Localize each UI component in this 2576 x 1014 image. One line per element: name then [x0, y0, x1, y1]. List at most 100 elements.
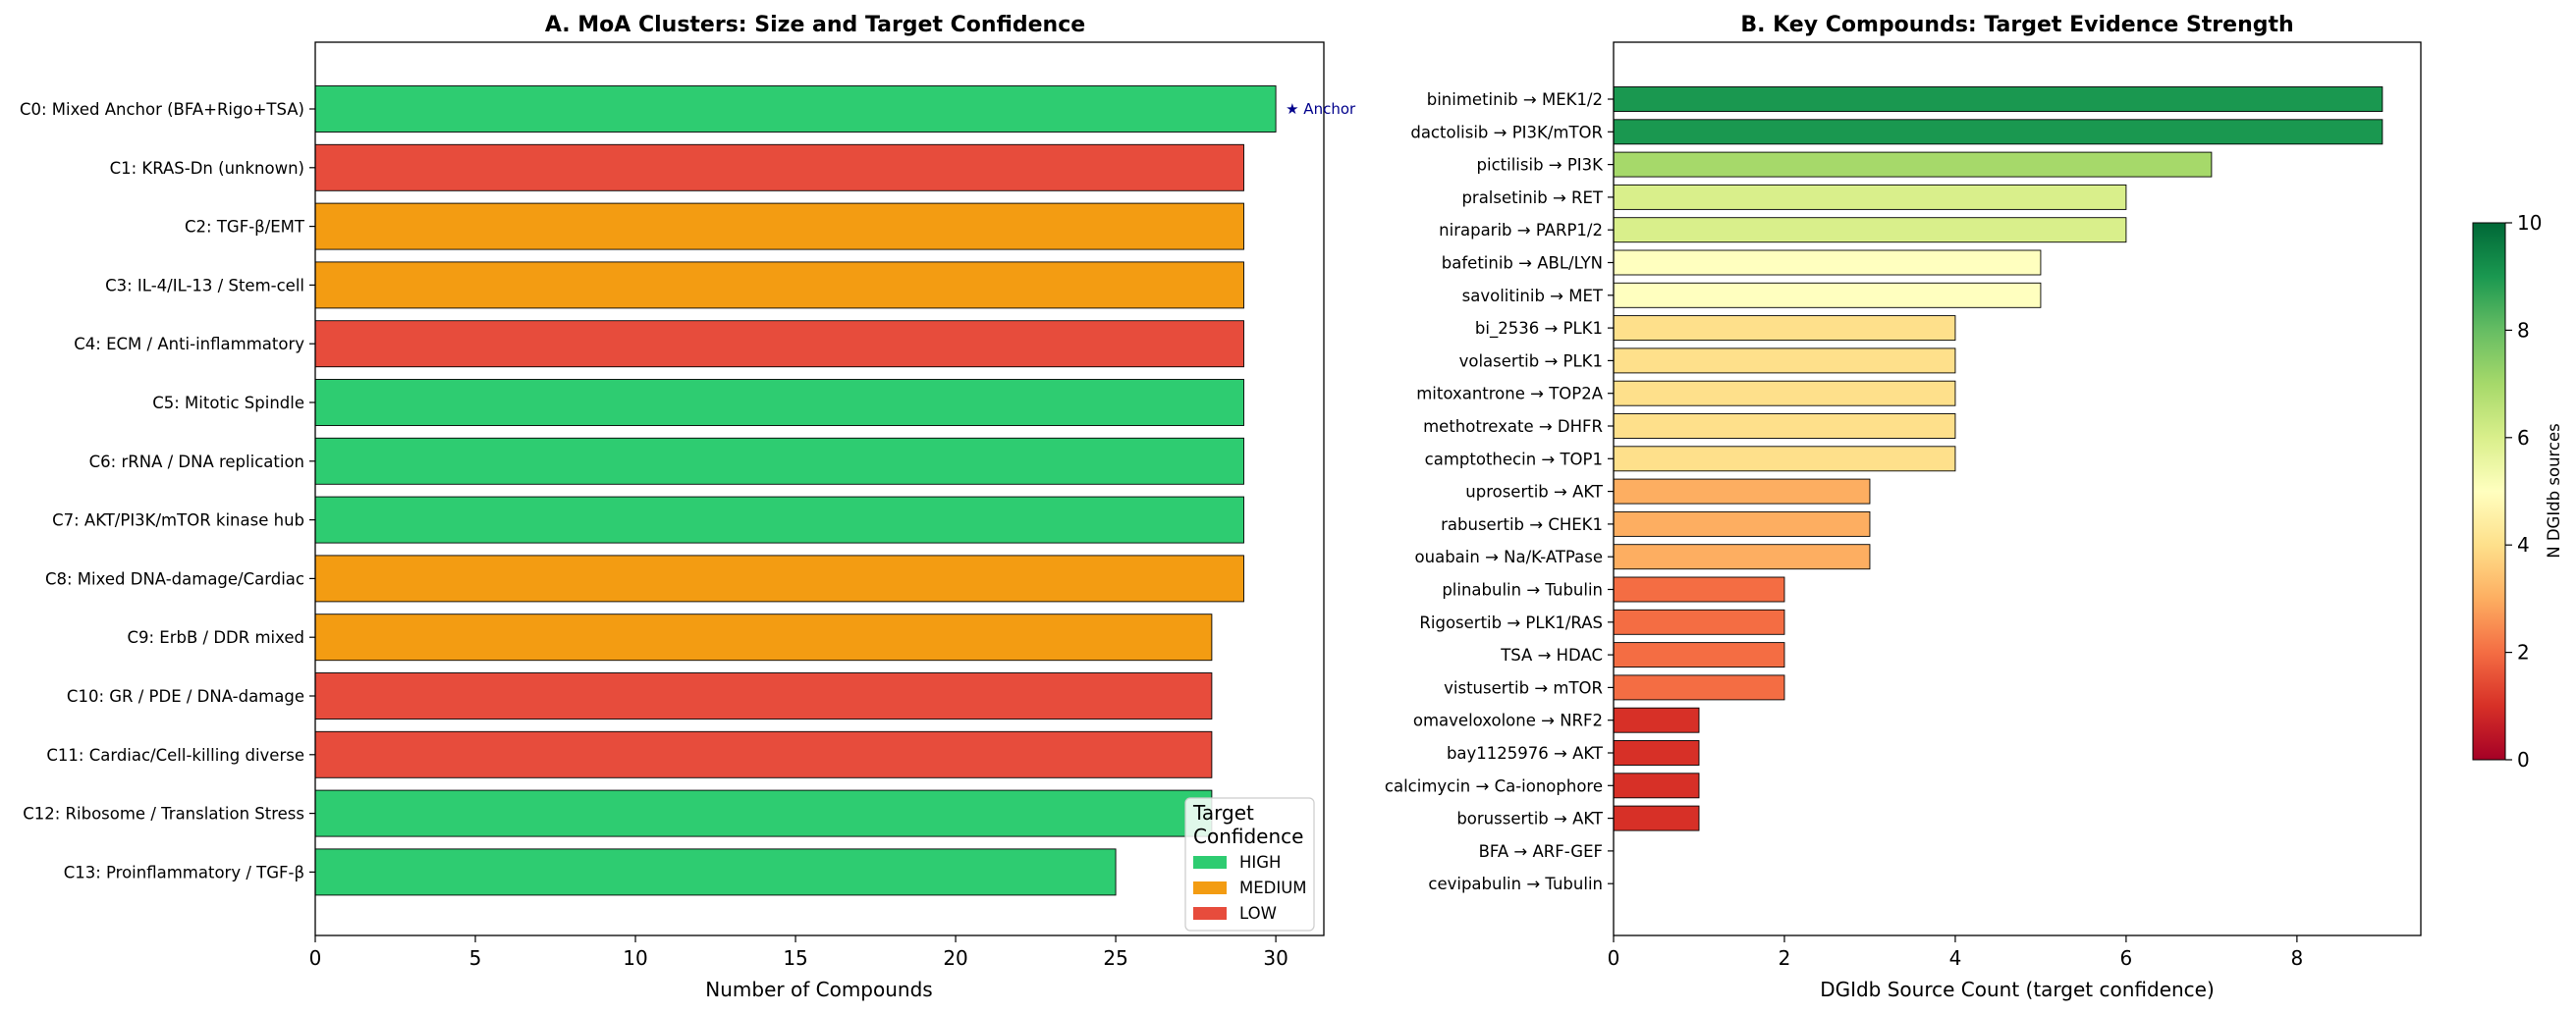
- cluster-bar: [314, 555, 1244, 603]
- colorbar-tick-label: 4: [2517, 533, 2530, 557]
- compound-label: vistusertib → mTOR: [1444, 678, 1603, 697]
- compound-bar: [1613, 642, 1785, 668]
- compound-bar: [1613, 315, 1956, 342]
- legend-label-high: HIGH: [1239, 853, 1281, 872]
- panel-a-cluster-chart: A. MoA Clusters: Size and Target Confide…: [20, 13, 1356, 1001]
- compound-label: camptothecin → TOP1: [1425, 450, 1603, 468]
- compound-label: plinabulin → Tubulin: [1442, 581, 1603, 600]
- x-tick-label: 5: [469, 946, 482, 970]
- compound-bar: [1613, 119, 2384, 145]
- compound-label: cevipabulin → Tubulin: [1428, 875, 1603, 893]
- compound-bar: [1613, 805, 1700, 831]
- x-tick-label: 20: [943, 946, 967, 970]
- x-tick-label: 10: [623, 946, 647, 970]
- compound-bar: [1613, 282, 2042, 308]
- cluster-label: C10: GR / PDE / DNA-damage: [67, 687, 304, 706]
- compound-label: volasertib → PLK1: [1459, 351, 1603, 370]
- cluster-label: C4: ECM / Anti-inflammatory: [74, 335, 304, 353]
- colorbar-tick-label: 6: [2517, 426, 2530, 450]
- x-tick-label: 25: [1103, 946, 1127, 970]
- compound-label: pralsetinib → RET: [1461, 188, 1603, 207]
- cluster-bar: [314, 261, 1244, 309]
- compound-bar: [1613, 217, 2127, 243]
- compound-label: dactolisib → PI3K/mTOR: [1410, 123, 1603, 141]
- colorbar-gradient: [2472, 222, 2506, 761]
- compound-label: bi_2536 → PLK1: [1475, 319, 1603, 339]
- cluster-bar: [314, 730, 1213, 778]
- colorbar-tick-label: 2: [2517, 641, 2530, 665]
- legend-swatch-high: [1193, 856, 1227, 869]
- anchor-annotation: ★ Anchor: [1286, 100, 1356, 118]
- compound-label: ouabain → Na/K-ATPase: [1415, 548, 1603, 566]
- x-tick-label: 2: [1779, 946, 1791, 970]
- compound-label: bay1125976 → AKT: [1447, 744, 1604, 763]
- colorbar-ticks: 0 2 4 6 8 10: [2505, 211, 2542, 772]
- panel-b-bars: [1613, 86, 2384, 831]
- compound-bar: [1613, 446, 1956, 472]
- cluster-bar: [314, 320, 1244, 368]
- cluster-bar: [314, 672, 1213, 720]
- compound-bar: [1613, 380, 1956, 406]
- compound-label: uprosertib → AKT: [1465, 483, 1604, 502]
- legend-title-line-2: Confidence: [1193, 825, 1303, 848]
- colorbar-tick-label: 10: [2517, 211, 2542, 235]
- compound-bar: [1613, 151, 2213, 178]
- compound-bar: [1613, 707, 1700, 733]
- colorbar-tick-label: 0: [2517, 748, 2530, 772]
- cluster-label: C13: Proinflammatory / TGF-β: [64, 863, 304, 881]
- panel-a-title: A. MoA Clusters: Size and Target Confide…: [545, 13, 1085, 37]
- compound-label: BFA → ARF-GEF: [1479, 842, 1603, 861]
- panel-b-x-axis-label: DGIdb Source Count (target confidence): [1820, 978, 2215, 1001]
- compound-bar: [1613, 674, 1785, 701]
- cluster-label: C2: TGF-β/EMT: [185, 218, 305, 237]
- compound-label: binimetinib → MEK1/2: [1427, 90, 1603, 109]
- colorbar-label: N DGIdb sources: [2545, 423, 2563, 559]
- x-tick-label: 6: [2120, 946, 2133, 970]
- confidence-legend: Target Confidence HIGH MEDIUM LOW: [1184, 797, 1315, 932]
- colorbar: 0 2 4 6 8 10 N DGIdb sources: [2472, 211, 2563, 772]
- panel-a-x-axis-label: Number of Compounds: [705, 978, 932, 1001]
- compound-label: omaveloxolone → NRF2: [1413, 712, 1603, 730]
- compound-label: niraparib → PARP1/2: [1439, 221, 1603, 240]
- compound-bar: [1613, 413, 1956, 439]
- compound-label: mitoxantrone → TOP2A: [1416, 385, 1603, 403]
- cluster-label: C3: IL-4/IL-13 / Stem-cell: [105, 276, 304, 294]
- compound-label: rabusertib → CHEK1: [1441, 515, 1603, 534]
- panel-b-compound-chart: B. Key Compounds: Target Evidence Streng…: [1385, 13, 2422, 1001]
- cluster-bar: [314, 614, 1213, 662]
- x-tick-label: 15: [783, 946, 807, 970]
- compound-bar: [1613, 544, 1871, 570]
- compound-bar: [1613, 347, 1956, 374]
- panel-a-category-labels: C0: Mixed Anchor (BFA+Rigo+TSA) C1: KRAS-…: [20, 100, 315, 881]
- legend-label-medium: MEDIUM: [1239, 879, 1307, 897]
- legend-frame: [1184, 797, 1315, 932]
- x-tick-label: 0: [309, 946, 322, 970]
- panel-a-axes-frame: [314, 41, 1325, 936]
- compound-bar: [1613, 740, 1700, 766]
- panel-b-axes-frame: [1613, 41, 2422, 936]
- cluster-label: C8: Mixed DNA-damage/Cardiac: [45, 569, 304, 588]
- legend-swatch-medium: [1193, 881, 1227, 894]
- cluster-label: C7: AKT/PI3K/mTOR kinase hub: [52, 511, 304, 530]
- cluster-bar: [314, 848, 1117, 896]
- panel-b-title: B. Key Compounds: Target Evidence Streng…: [1740, 13, 2293, 37]
- compound-bar: [1613, 773, 1700, 799]
- cluster-label: C0: Mixed Anchor (BFA+Rigo+TSA): [20, 100, 304, 119]
- x-tick-label: 8: [2291, 946, 2304, 970]
- cluster-bar: [314, 202, 1244, 250]
- cluster-bar: [314, 85, 1277, 133]
- cluster-label: C6: rRNA / DNA replication: [89, 453, 304, 471]
- cluster-label: C11: Cardiac/Cell-killing diverse: [46, 746, 304, 765]
- panel-b-category-labels: binimetinib → MEK1/2 dactolisib → PI3K/mT…: [1385, 90, 1614, 893]
- compound-label: calcimycin → Ca-ionophore: [1385, 776, 1603, 795]
- legend-title-line-1: Target: [1192, 801, 1254, 825]
- compound-label: TSA → HDAC: [1500, 646, 1603, 665]
- x-tick-label: 30: [1263, 946, 1288, 970]
- legend-swatch-low: [1193, 907, 1227, 920]
- cluster-bar: [314, 143, 1244, 191]
- compound-label: borussertib → AKT: [1456, 810, 1604, 828]
- compound-label: bafetinib → ABL/LYN: [1442, 254, 1603, 273]
- cluster-label: C5: Mitotic Spindle: [152, 394, 304, 412]
- x-tick-label: 4: [1949, 946, 1962, 970]
- cluster-label: C9: ErbB / DDR mixed: [127, 628, 304, 647]
